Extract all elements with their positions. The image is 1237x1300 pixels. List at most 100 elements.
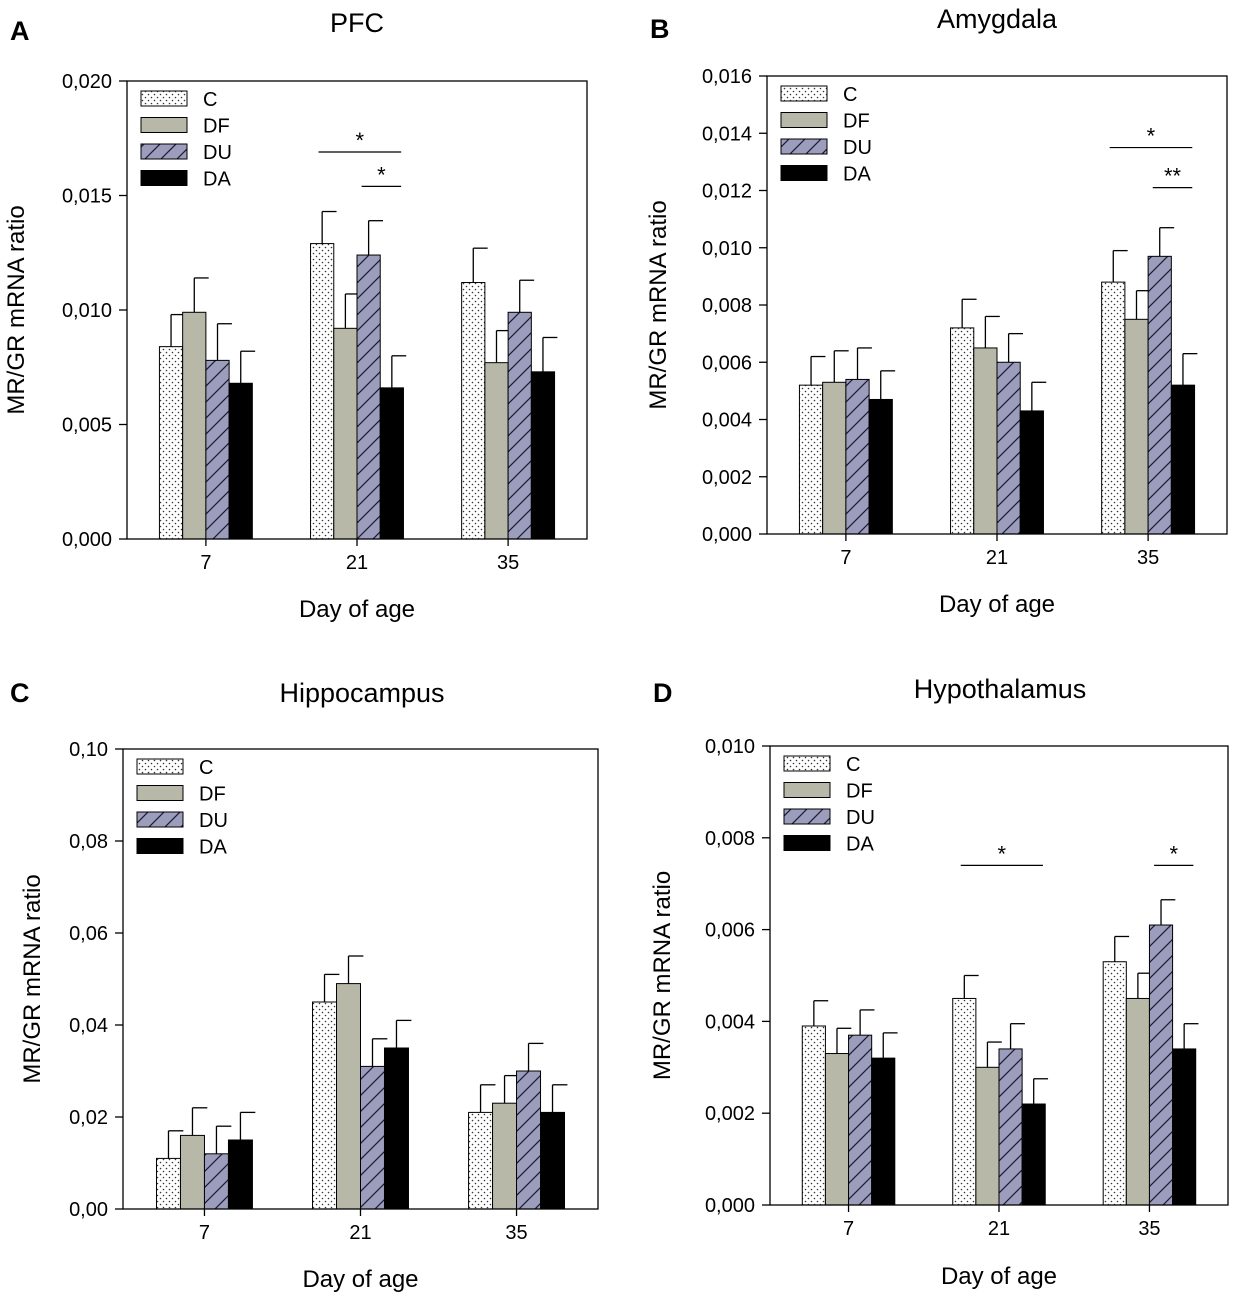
bar-DU-35: [1148, 924, 1174, 1206]
bar-DA-35: [1170, 384, 1196, 535]
legend-label-C: C: [846, 754, 860, 776]
bar-DF-35: [484, 362, 509, 540]
y-tick-label: 0,008: [702, 295, 752, 317]
y-tick-label: 0,000: [702, 524, 752, 546]
y-tick-label: 0,010: [702, 238, 752, 260]
bar-C-21: [312, 1001, 338, 1210]
legend-swatch-C: [136, 758, 184, 775]
panel-letter: B: [650, 14, 670, 44]
legend-swatch-DU: [783, 808, 831, 825]
legend-swatch-DF: [783, 782, 831, 798]
x-tick-label: 7: [843, 1218, 854, 1240]
legend-label-C: C: [843, 84, 857, 106]
y-tick-label: 0,08: [69, 831, 108, 853]
x-tick-label: 7: [200, 552, 211, 574]
y-tick-label: 0,00: [69, 1199, 108, 1221]
legend: C DF DU DA: [783, 754, 875, 856]
x-tick-label: 21: [346, 552, 368, 574]
y-tick-label: 0,10: [69, 739, 108, 761]
y-tick-label: 0,000: [62, 529, 112, 551]
y-tick-label: 0,008: [705, 828, 755, 850]
bar-C-35: [1102, 961, 1127, 1206]
legend-label-DA: DA: [846, 834, 874, 856]
panel-B: B Amygdala 0,000 0,002 0,004 0,006 0,008 0,010 0…: [645, 4, 1228, 618]
significance-label: **: [1164, 164, 1182, 189]
significance-label: *: [998, 841, 1007, 866]
significance-label: *: [356, 128, 365, 153]
y-tick-label: 0,010: [62, 300, 112, 322]
y-tick-label: 0,002: [705, 1103, 755, 1125]
significance-label: *: [1169, 841, 1178, 866]
bar-DF-7: [182, 311, 207, 540]
bar-C-35: [461, 282, 486, 540]
bar-C-7: [155, 1157, 181, 1210]
bar-DU-21: [996, 361, 1021, 535]
bar-DF-21: [973, 347, 998, 535]
bar-DU-7: [845, 378, 870, 535]
panel-letter: D: [653, 678, 673, 708]
panel-title: Amygdala: [937, 4, 1058, 34]
bar-DF-35: [1125, 997, 1150, 1206]
bar-DA-35: [540, 1111, 566, 1210]
legend: C DF DU DA: [780, 84, 872, 186]
legend-label-DU: DU: [846, 807, 875, 829]
panel-A: A PFC 0,000 0,005 0,010 0,015 0,020 7 21 35 Day of…: [3, 8, 588, 623]
significance-label: *: [377, 162, 386, 187]
x-tick-label: 21: [349, 1222, 371, 1244]
legend-swatch-C: [140, 90, 188, 107]
y-tick-label: 0,06: [69, 923, 108, 945]
bar-DA-7: [868, 398, 893, 535]
y-tick-label: 0,010: [705, 736, 755, 758]
bar-C-7: [798, 384, 824, 535]
y-tick-label: 0,015: [62, 186, 112, 208]
bar-DU-7: [848, 1034, 873, 1206]
legend-label-C: C: [199, 757, 213, 779]
y-tick-label: 0,004: [705, 1011, 755, 1033]
bar-DF-21: [333, 327, 358, 540]
y-tick-label: 0,012: [702, 181, 752, 203]
x-axis-title: Day of age: [939, 591, 1055, 618]
y-tick-label: 0,014: [702, 123, 752, 145]
bar-C-21: [310, 243, 335, 540]
bar-DF-21: [975, 1066, 1000, 1206]
legend-label-DU: DU: [843, 137, 872, 159]
legend-swatch-DA: [783, 835, 831, 851]
bar-DF-21: [336, 983, 362, 1210]
panel-C: C Hippocampus 0,00 0,02 0,04 0,06 0,08 0,10 7 21 3…: [10, 678, 599, 1293]
bar-DA-7: [227, 1139, 253, 1210]
bar-C-21: [950, 327, 975, 535]
bar-DU-21: [360, 1065, 385, 1210]
legend-label-DA: DA: [199, 837, 227, 859]
y-tick-label: 0,016: [702, 66, 752, 88]
y-tick-label: 0,006: [705, 920, 755, 942]
legend-label-DU: DU: [203, 142, 232, 164]
x-tick-label: 35: [497, 552, 519, 574]
x-tick-label: 35: [505, 1222, 527, 1244]
bar-C-7: [158, 346, 184, 540]
panel-title: Hippocampus: [279, 678, 444, 708]
significance-label: *: [1147, 124, 1156, 149]
y-tick-label: 0,004: [702, 410, 752, 432]
bar-DA-35: [1172, 1048, 1197, 1206]
panel-title: Hypothalamus: [914, 674, 1087, 704]
panel-title: PFC: [330, 8, 384, 38]
legend: C DF DU DA: [136, 757, 228, 859]
panels-container: A PFC 0,000 0,005 0,010 0,015 0,020 7 21 35 Day of…: [3, 4, 1229, 1293]
bar-DA-7: [871, 1057, 896, 1206]
legend-swatch-DA: [140, 170, 188, 186]
y-axis-title: MR/GR mRNA ratio: [19, 874, 46, 1083]
panel-D: D Hypothalamus 0,000 0,002 0,004 0,006 0,008 0,…: [649, 674, 1229, 1290]
y-tick-label: 0,005: [62, 415, 112, 437]
panel-letter: A: [10, 16, 30, 46]
y-axis-title: MR/GR mRNA ratio: [3, 205, 30, 414]
x-tick-label: 35: [1137, 547, 1159, 569]
legend-label-DU: DU: [199, 810, 228, 832]
y-tick-label: 0,020: [62, 71, 112, 93]
legend-label-DA: DA: [203, 169, 231, 191]
legend-swatch-C: [783, 755, 831, 772]
x-axis-title: Day of age: [299, 596, 415, 623]
bar-DU-21: [356, 254, 381, 540]
legend-label-DF: DF: [199, 784, 226, 806]
bar-DU-7: [203, 1153, 229, 1210]
